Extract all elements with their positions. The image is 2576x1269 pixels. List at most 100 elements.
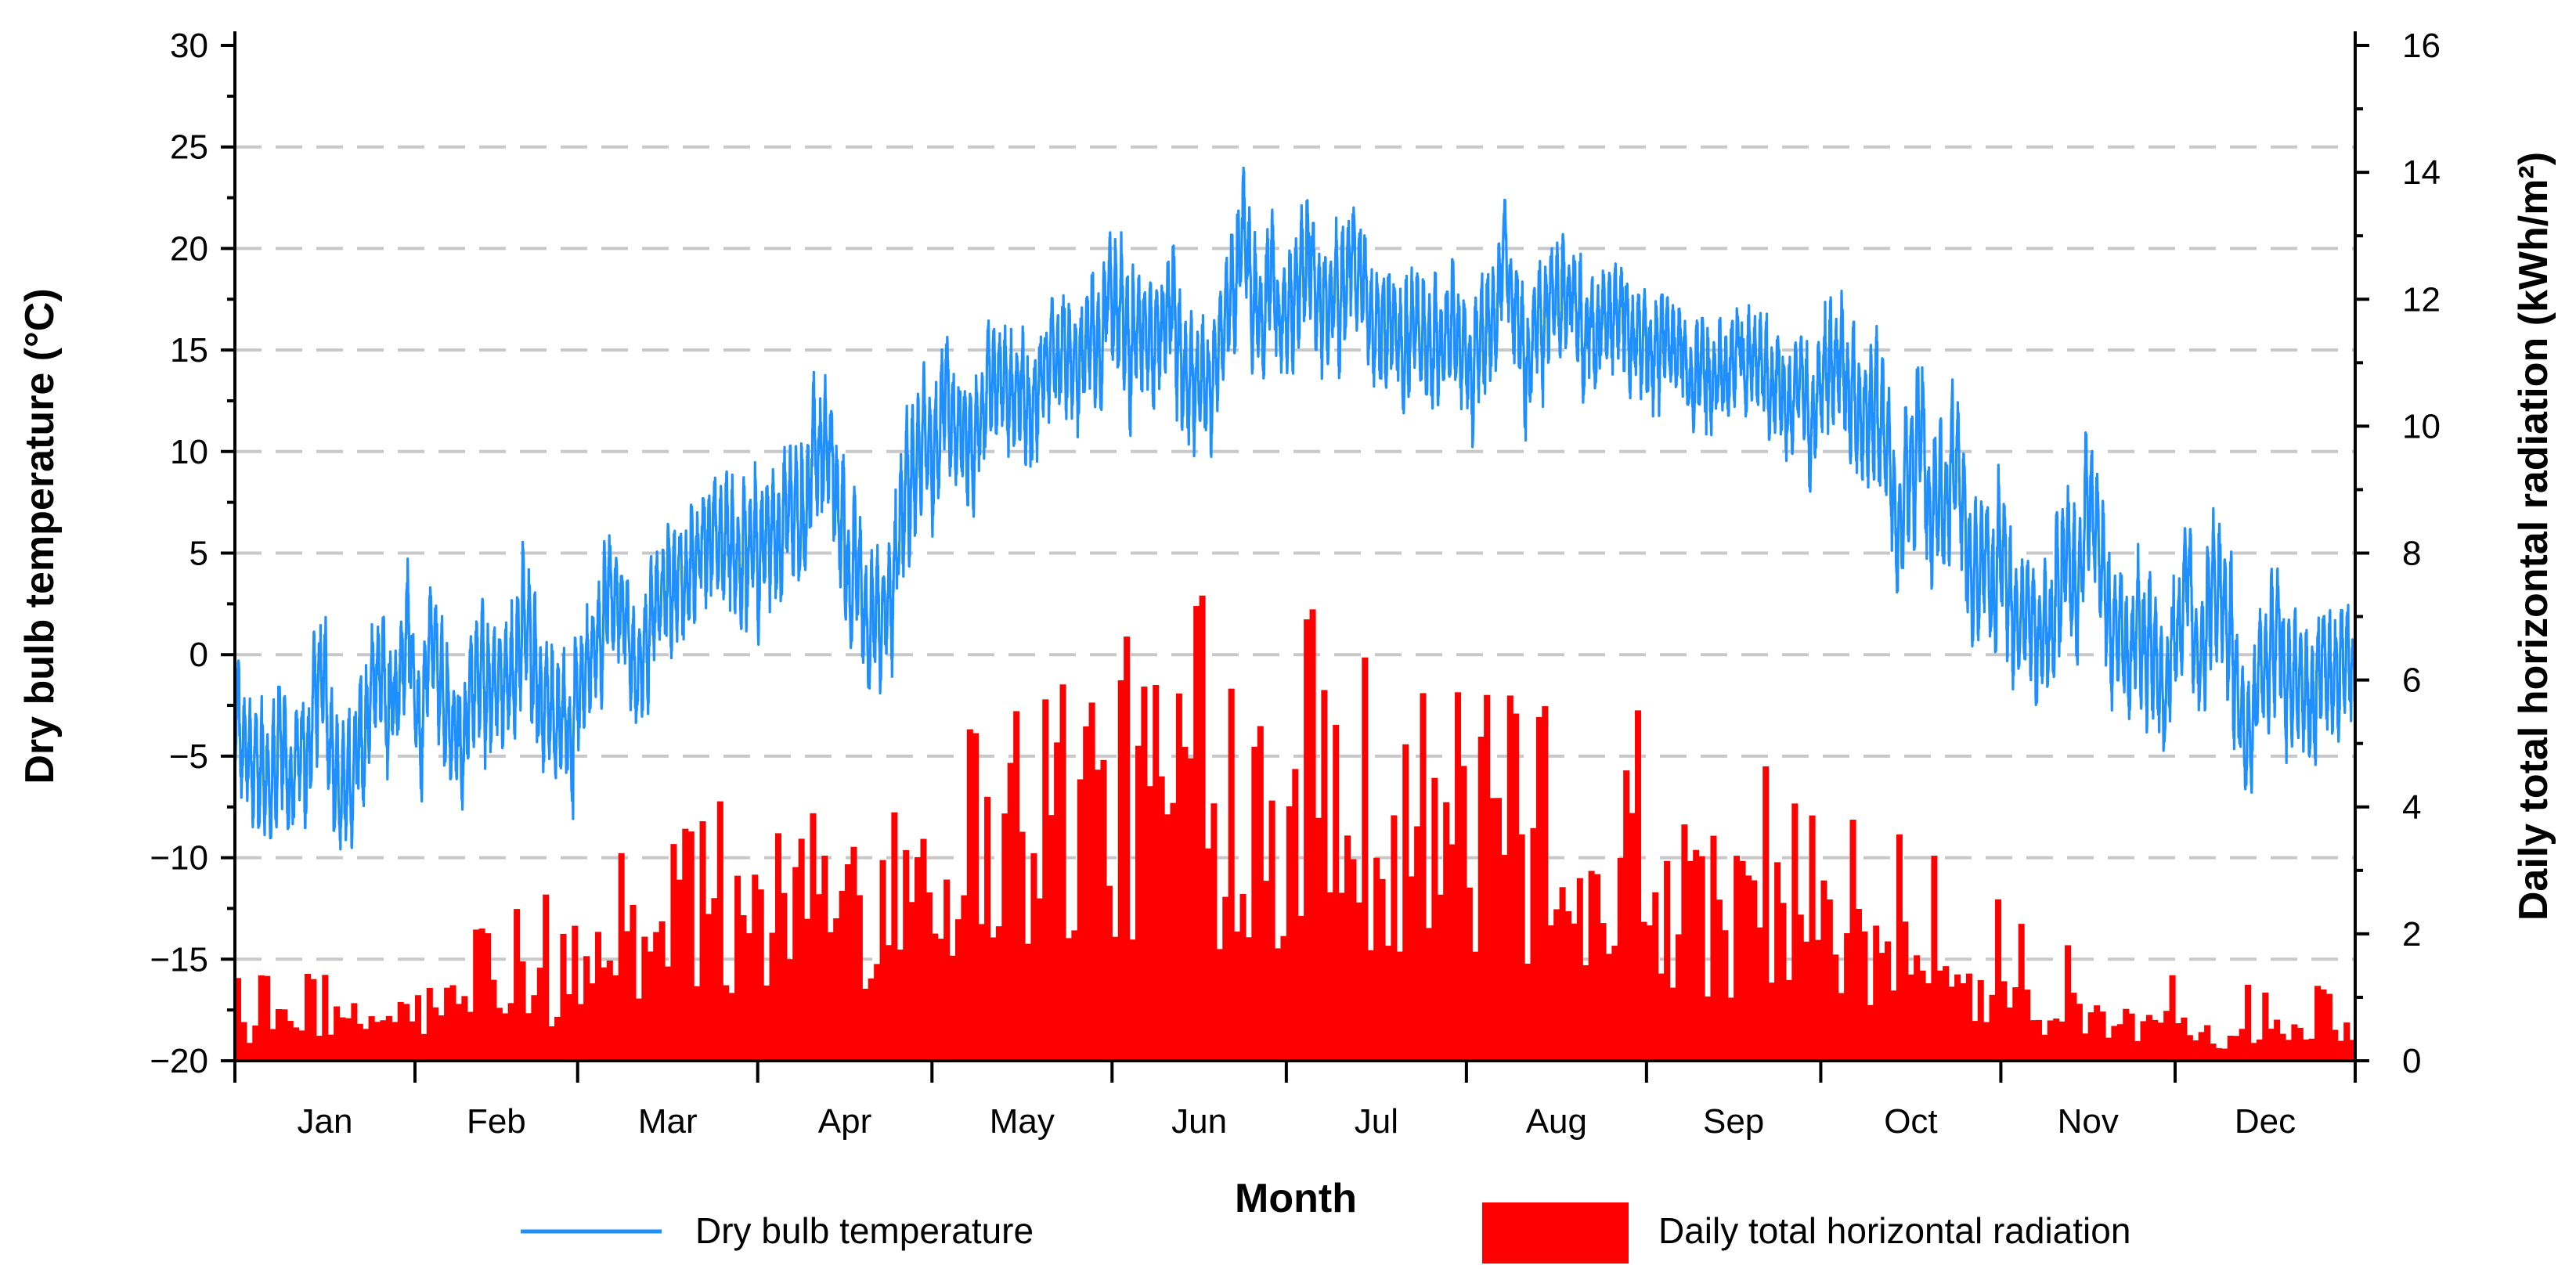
radiation-bar [351,1003,358,1061]
radiation-bar [2343,1022,2351,1061]
radiation-bar [1373,857,1380,1061]
radiation-bar [455,1004,462,1061]
radiation-bar [815,894,822,1061]
radiation-bar [1762,766,1770,1061]
radiation-bar [1861,931,1868,1061]
radiation-bar [1756,927,1763,1061]
radiation-bar [1669,987,1676,1061]
radiation-bar [1297,916,1304,1061]
radiation-bar [1576,878,1583,1061]
radiation-bar [1785,979,1792,1061]
y-right-tick-label: 0 [2402,1042,2421,1080]
radiation-bar [1803,941,1810,1061]
radiation-bar [490,979,497,1061]
radiation-bar [2116,1024,2123,1061]
radiation-bar [1995,899,2002,1061]
radiation-bar [1791,803,1799,1061]
radiation-bar [1129,939,1136,1061]
radiation-bar [2250,1043,2257,1061]
radiation-bar [1722,930,1729,1061]
radiation-bar [1611,946,1618,1061]
y-right-tick-label: 8 [2402,535,2421,573]
radiation-bar [1455,692,1462,1061]
radiation-bar [682,828,689,1061]
x-tick-label: Nov [2058,1102,2119,1141]
radiation-bar [2215,1047,2222,1061]
radiation-bar [1705,996,1712,1061]
radiation-bar [339,1017,346,1061]
radiation-bar [1605,954,1612,1061]
radiation-bar [1187,758,1194,1061]
radiation-bar [1925,983,1932,1061]
radiation-bar [449,985,456,1061]
radiation-bar [327,1034,334,1061]
radiation-bar [2332,1029,2339,1061]
radiation-bar [2035,1019,2042,1061]
radiation-bar [525,1013,532,1061]
radiation-bar [1466,887,1473,1061]
radiation-bar [287,1021,294,1061]
radiation-bar [2152,1019,2159,1061]
radiation-bar [2210,1044,2217,1061]
radiation-bar [1948,986,1955,1061]
temperature-line [233,166,2357,851]
radiation-bar [978,924,985,1061]
radiation-bar [2308,1038,2315,1061]
radiation-bar [915,856,922,1061]
radiation-bar [1350,859,1357,1061]
radiation-bar [1216,949,1223,1061]
radiation-bar [1594,874,1601,1061]
radiation-bar [1425,928,1432,1061]
radiation-bar [874,964,881,1061]
radiation-bar [827,932,834,1061]
radiation-bar [1083,726,1090,1061]
radiation-bar [2157,1022,2164,1061]
y-left-tick-label: 30 [170,27,208,65]
radiation-bar [954,919,961,1061]
radiation-bar [2082,1033,2089,1061]
radiation-bar [1768,982,1775,1061]
radiation-bar [403,1004,410,1061]
radiation-bar [485,933,492,1061]
radiation-bar [2291,1024,2298,1061]
radiation-bar [548,1026,555,1061]
radiation-bar [293,1027,300,1061]
radiation-bar [502,1013,509,1061]
radiation-bar [577,1004,584,1061]
radiation-bar [1687,860,1694,1061]
radiation-bar [2065,945,2072,1061]
radiation-bar [1501,855,1508,1061]
radiation-bar [1251,746,1258,1061]
radiation-bar [310,979,317,1061]
y-left-tick-label: −10 [150,839,208,878]
radiation-bar [420,1033,428,1061]
radiation-bar [1698,856,1705,1061]
radiation-bar [786,959,793,1061]
radiation-bar [2175,1023,2182,1061]
radiation-bar [1564,910,1572,1061]
radiation-bar [264,975,271,1061]
radiation-bar [1019,831,1026,1061]
radiation-bar [792,867,799,1061]
radiation-bar [1124,636,1131,1061]
radiation-bar [572,925,579,1061]
radiation-bar [356,1023,363,1061]
radiation-bar [1437,894,1444,1061]
radiation-bar [316,1036,323,1061]
radiation-bar [246,1043,253,1061]
radiation-bar [1443,802,1450,1061]
radiation-bar [1257,726,1264,1061]
radiation-bar [995,926,1002,1061]
radiation-bar [868,978,875,1061]
radiation-bar [757,889,764,1061]
x-tick-label: Jun [1171,1102,1227,1141]
radiation-bar [1065,938,1072,1061]
radiation-bar [1210,803,1218,1061]
radiation-bar [1885,941,1892,1061]
radiation-bar [972,733,980,1061]
radiation-bar [937,939,944,1061]
radiation-bar [2245,984,2252,1061]
radiation-bar [519,961,526,1061]
radiation-bar [2303,1039,2310,1061]
radiation-bar [2349,1040,2356,1061]
